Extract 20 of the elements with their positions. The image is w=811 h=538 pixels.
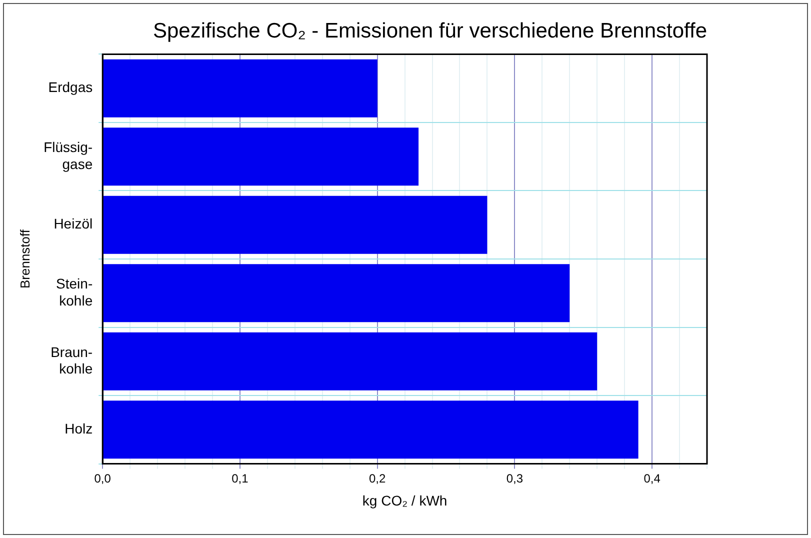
y-tick-label: Stein- kohle (56, 276, 93, 308)
y-tick-label: Braun- kohle (50, 344, 93, 377)
y-tick-label: Flüssig- gase (44, 139, 93, 172)
x-tick-label: 0,3 (506, 471, 524, 486)
y-tick-label: Heizöl (54, 216, 93, 232)
y-axis-title: Brennstoff (17, 229, 32, 289)
chart-title: Spezifische CO₂ - Emissionen für verschiedene Brennstoffe (152, 19, 707, 42)
y-tick-label: Holz (64, 420, 93, 437)
x-tick-label: 0,0 (94, 471, 112, 486)
x-tick-label: 0,4 (644, 471, 661, 486)
x-axis-title: kg CO₂ / kWh (362, 492, 448, 508)
bar (103, 264, 570, 322)
bar (103, 196, 488, 254)
y-tick-label: Erdgas (48, 79, 93, 96)
bar (103, 400, 638, 459)
bar (103, 128, 419, 186)
bar (103, 59, 378, 118)
x-tick-label: 0,2 (368, 471, 386, 486)
bar (103, 332, 598, 390)
x-tick-label: 0,1 (232, 471, 249, 486)
